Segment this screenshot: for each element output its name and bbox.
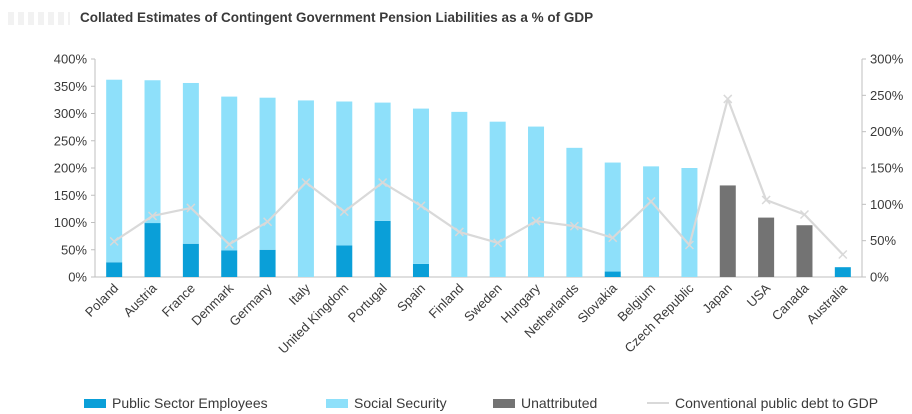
x-tick-label-japan: Japan (699, 281, 735, 317)
line-point-germany (263, 217, 273, 227)
bar-unattributed-canada (796, 225, 813, 277)
bar-public-sector-employees-denmark (221, 250, 238, 277)
legend-label-unattributed: Unattributed (521, 395, 598, 411)
bar-social-security-france (182, 82, 199, 244)
y-left-tick-label: 100% (54, 215, 88, 230)
line-point-united-kingdom (339, 207, 349, 217)
y-right-tick-label: 200% (870, 124, 904, 139)
y-right-tick-label: 150% (870, 161, 904, 176)
line-point-slovakia (608, 233, 618, 243)
y-left-tick-label: 250% (54, 133, 88, 148)
bar-unattributed-japan (719, 185, 736, 277)
bar-social-security-italy (297, 100, 314, 277)
y-left-tick-label: 150% (54, 188, 88, 203)
x-tick-label-finland: Finland (426, 281, 467, 322)
line-point-sweden (493, 238, 503, 248)
bar-public-sector-employees-poland (106, 262, 123, 277)
line-point-japan (723, 94, 733, 104)
x-tick-label-usa: USA (744, 280, 774, 310)
y-right-tick-label: 300% (870, 52, 904, 67)
x-tick-label-italy: Italy (286, 280, 314, 308)
title-logo-mark (8, 12, 70, 25)
y-left-tick-label: 0% (68, 270, 87, 285)
bar-public-sector-employees-austria (144, 223, 161, 277)
bar-social-security-spain (412, 108, 429, 264)
y-right-tick-label: 50% (870, 233, 896, 248)
bar-public-sector-employees-france (182, 243, 199, 277)
x-tick-label-australia: Australia (804, 280, 851, 327)
legend-swatch-social-security (326, 398, 348, 408)
x-tick-label-austria: Austria (120, 280, 160, 320)
line-point-italy (301, 178, 311, 188)
legend-item-social-security: Social Security (326, 395, 447, 411)
bar-public-sector-employees-germany (259, 249, 276, 277)
bar-social-security-netherlands (566, 147, 583, 277)
line-point-spain (416, 201, 426, 211)
x-tick-label-portugal: Portugal (345, 280, 390, 325)
x-tick-label-sweden: Sweden (461, 281, 505, 325)
legend-item-public-debt: Conventional public debt to GDP (647, 395, 878, 411)
line-point-finland (454, 227, 464, 237)
bar-unattributed-usa (758, 217, 775, 277)
bar-public-sector-employees-united-kingdom (336, 245, 353, 277)
bar-public-sector-employees-slovakia (604, 271, 621, 277)
bar-social-security-belgium (643, 166, 660, 277)
y-right-tick-label: 100% (870, 197, 904, 212)
bar-social-security-hungary (528, 126, 545, 277)
bar-social-security-united-kingdom (336, 101, 353, 246)
y-left-tick-label: 400% (54, 52, 88, 67)
y-right-tick-label: 0% (870, 270, 889, 285)
bar-social-security-slovakia (604, 162, 621, 272)
bar-public-sector-employees-portugal (374, 220, 391, 277)
legend-swatch-unattributed (493, 398, 515, 408)
line-point-austria (147, 211, 158, 221)
x-tick-label-spain: Spain (394, 281, 428, 315)
legend-item-public-sector: Public Sector Employees (84, 395, 268, 411)
y-left-tick-label: 200% (54, 161, 88, 176)
line-point-australia (838, 249, 848, 260)
legend-item-unattributed: Unattributed (493, 395, 597, 411)
x-tick-label-czech-republic: Czech Republic (622, 280, 697, 355)
legend-label-public-debt: Conventional public debt to GDP (675, 395, 879, 411)
line-point-canada (799, 209, 810, 220)
y-left-tick-label: 350% (54, 79, 88, 94)
bar-social-security-denmark (221, 96, 238, 251)
bar-public-sector-employees-australia (834, 267, 851, 277)
bar-social-security-sweden (489, 121, 506, 277)
bar-social-security-finland (451, 111, 468, 278)
legend-label-public-sector: Public Sector Employees (112, 395, 268, 411)
legend-swatch-public-debt (647, 402, 669, 404)
y-right-tick-label: 250% (870, 88, 904, 103)
x-tick-label-united-kingdom: United Kingdom (275, 281, 351, 357)
line-point-usa (761, 195, 771, 205)
bar-social-security-germany (259, 97, 276, 250)
bar-social-security-czech-republic (681, 168, 698, 277)
line-point-poland (109, 236, 119, 246)
y-left-tick-label: 300% (54, 106, 88, 121)
line-point-portugal (378, 178, 388, 188)
bar-social-security-portugal (374, 102, 391, 221)
x-tick-label-germany: Germany (226, 280, 275, 329)
y-left-tick-label: 50% (61, 242, 87, 257)
legend-label-social-security: Social Security (354, 395, 447, 411)
line-point-hungary (531, 216, 541, 226)
x-tick-label-slovakia: Slovakia (574, 280, 620, 326)
x-tick-label-poland: Poland (82, 281, 121, 320)
line-conventional-public-debt-to-gdp (113, 97, 844, 256)
bar-social-security-austria (144, 80, 161, 224)
chart-title: Collated Estimates of Contingent Governm… (80, 10, 594, 25)
bar-social-security-poland (106, 79, 123, 263)
line-point-czech-republic (684, 240, 694, 250)
chart-area: 0% 50% 100% 150% 200% 250% 300% 350% 400% 0% 50% 10… (54, 52, 904, 357)
chart-legend: Public Sector Employees Social Security … (0, 392, 912, 414)
bar-public-sector-employees-spain (412, 263, 429, 277)
line-point-france (186, 203, 196, 213)
line-point-netherlands (569, 221, 579, 231)
line-point-denmark (224, 239, 234, 249)
line-point-belgium (646, 196, 656, 206)
legend-swatch-public-sector (84, 398, 106, 408)
